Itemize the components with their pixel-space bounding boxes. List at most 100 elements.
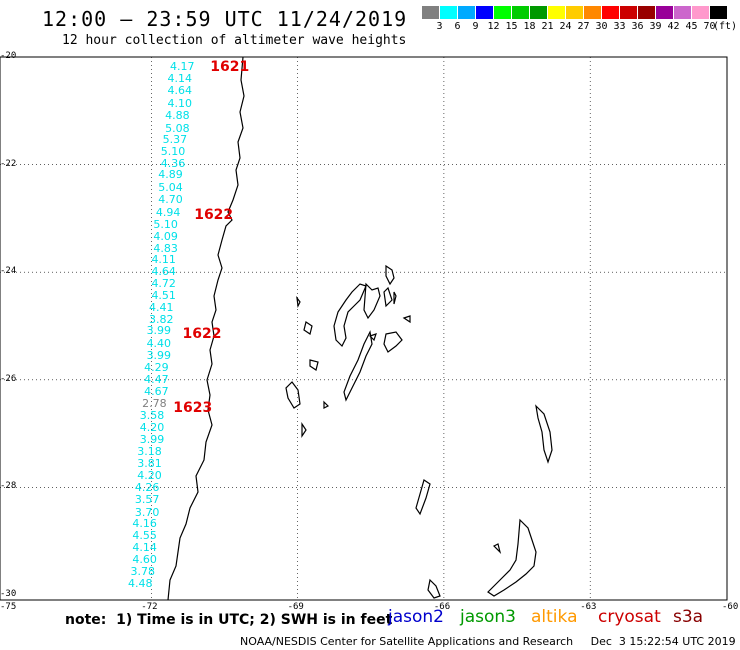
wave-height-value: 4.36 <box>160 156 186 170</box>
latitude-label: -26 <box>0 373 17 384</box>
colorbar-swatch <box>674 6 691 19</box>
coastline-path <box>333 283 367 348</box>
pass-number: 1623 <box>173 400 213 417</box>
wave-height-value: 4.40 <box>146 336 172 350</box>
wave-height-value: 4.17 <box>169 59 195 73</box>
footnote: note: 1) Time is in UTC; 2) SWH is in fe… <box>65 612 393 628</box>
wave-height-value: 2.78 <box>142 396 167 410</box>
colorbar-label: 24 <box>559 21 572 32</box>
satellite-name: jason2 <box>388 607 444 627</box>
wave-height-value: 5.37 <box>162 133 188 147</box>
wave-height-value: 5.10 <box>160 145 186 159</box>
coastline-path <box>427 578 441 599</box>
longitude-label: -69 <box>287 602 304 612</box>
wave-height-value: 4.64 <box>167 83 193 97</box>
wave-height-value: 3.99 <box>139 433 165 447</box>
latitude-label: -22 <box>0 158 17 169</box>
colorbar-swatch <box>566 6 583 19</box>
wave-height-value: 3.78 <box>130 565 155 579</box>
wave-height-value: 4.14 <box>167 72 193 86</box>
latitude-label: -20 <box>0 51 17 61</box>
coastline-path <box>383 331 403 353</box>
colorbar-label: 70 <box>703 21 716 32</box>
wave-height-value: 4.64 <box>151 265 176 279</box>
colorbar-swatch <box>620 6 637 19</box>
colorbar-label: 45 <box>685 21 698 32</box>
wave-height-value: 5.08 <box>165 121 190 135</box>
coastline-path <box>301 422 307 438</box>
colorbar-label: 42 <box>667 21 680 32</box>
colorbar-swatch <box>476 6 493 19</box>
satellite-name: s3a <box>673 607 704 627</box>
colorbar-swatch <box>710 6 727 19</box>
pass-number: 1621 <box>210 59 250 76</box>
colorbar-swatch <box>494 6 511 19</box>
colorbar-label: 27 <box>577 21 590 32</box>
satellite-name: jason3 <box>460 607 516 627</box>
colorbar-label: 21 <box>541 21 554 32</box>
coastline-path <box>368 333 377 342</box>
wave-height-value: 3.82 <box>149 313 174 327</box>
wave-height-value: 5.10 <box>153 217 178 231</box>
wave-height-value: 4.55 <box>132 529 157 543</box>
colorbar-swatch <box>602 6 619 19</box>
coastline-path <box>402 315 411 324</box>
coastline-path <box>303 321 313 335</box>
colorbar-label: 39 <box>649 21 662 32</box>
colorbar-unit: (ft) <box>713 21 738 32</box>
coastline-path <box>167 56 245 601</box>
wave-height-value: 4.48 <box>128 577 153 591</box>
wave-height-value: 5.04 <box>158 180 183 194</box>
wave-height-value: 4.10 <box>167 96 193 110</box>
wave-height-value: 3.57 <box>134 493 160 507</box>
coastline-path <box>343 330 373 402</box>
wave-height-value: 4.47 <box>144 372 169 386</box>
coastline-path <box>492 543 502 554</box>
colorbar-swatch <box>638 6 655 19</box>
wave-height-value: 3.81 <box>137 457 162 471</box>
wave-height-value: 4.26 <box>134 481 160 494</box>
colorbar-label: 18 <box>523 21 536 32</box>
colorbar-swatch <box>656 6 673 19</box>
colorbar-swatch <box>440 6 457 19</box>
colorbar-swatch <box>692 6 709 19</box>
colorbar-swatch <box>584 6 601 19</box>
colorbar-swatch <box>548 6 565 19</box>
credit-line: NOAA/NESDIS Center for Satellite Applica… <box>240 635 736 648</box>
colorbar-label: 6 <box>454 21 461 32</box>
latitude-label: -28 <box>0 481 17 492</box>
wave-height-value: 3.70 <box>134 505 160 519</box>
wave-height-value: 4.29 <box>144 361 169 375</box>
wave-height-value: 3.99 <box>146 323 172 337</box>
colorbar-label: 33 <box>613 21 626 32</box>
colorbar-swatch <box>422 6 439 19</box>
wave-height-value: 4.51 <box>151 288 176 302</box>
longitude-label: -60 <box>722 602 739 612</box>
pass-number: 1622 <box>194 207 234 224</box>
wave-height-value: 4.88 <box>165 108 190 122</box>
wave-height-value: 4.89 <box>158 168 183 182</box>
wave-height-value: 3.18 <box>137 444 162 458</box>
coastline-path <box>363 282 381 320</box>
wave-height-value: 3.99 <box>146 348 172 362</box>
coastline-path <box>383 286 393 308</box>
coastline-path <box>285 381 301 409</box>
pass-number: 1622 <box>182 325 222 342</box>
satellite-name: altika <box>531 607 578 627</box>
coastline-path <box>309 359 319 371</box>
satellite-name: cryosat <box>598 607 661 627</box>
wave-height-value: 4.67 <box>144 385 169 399</box>
map-title: 12:00 – 23:59 UTC 11/24/2019 <box>42 7 408 31</box>
longitude-label: -72 <box>141 602 158 612</box>
colorbar-swatch <box>512 6 529 19</box>
longitude-label: -63 <box>580 602 597 612</box>
wave-height-value: 4.09 <box>153 229 178 243</box>
latitude-label: -24 <box>0 266 17 277</box>
colorbar-label: 30 <box>595 21 608 32</box>
coastline-path <box>535 404 553 464</box>
wave-height-value: 3.58 <box>139 408 165 422</box>
wave-height-value: 4.41 <box>149 301 174 315</box>
wave-height-value: 4.94 <box>155 205 181 219</box>
